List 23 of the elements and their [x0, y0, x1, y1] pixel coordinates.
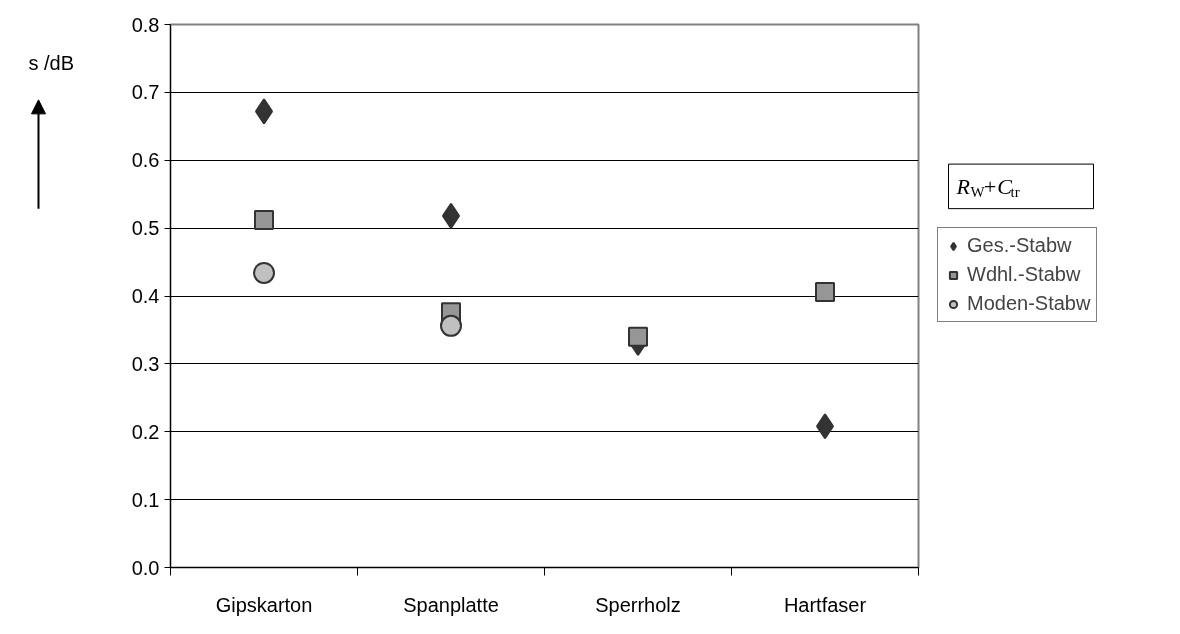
- x-tick-label: Hartfaser: [783, 593, 867, 616]
- x-tick-label: Sperrholz: [595, 593, 681, 616]
- point: [254, 209, 274, 230]
- y-tick-label: 0.0: [131, 556, 160, 579]
- y-tick-label: 0.3: [131, 352, 160, 375]
- y-tick-label: 0.2: [131, 420, 160, 443]
- y-axis-title: s /dB: [28, 52, 75, 75]
- y-tick-label: 0.5: [131, 217, 160, 240]
- x-tick-label: Spanplatte: [403, 593, 499, 616]
- point: [628, 326, 648, 347]
- legend-label: Wdhl.-Stabw: [967, 263, 1081, 286]
- legend-label: Moden-Stabw: [967, 292, 1091, 315]
- text: RW+Ctr: [955, 173, 1020, 200]
- y-tick-label: 0.7: [131, 81, 160, 104]
- point: [815, 281, 835, 302]
- y-tick-label: 0.4: [131, 285, 160, 307]
- legend-label: Ges.-Stabw: [967, 234, 1072, 257]
- y-tick-label: 0.1: [131, 488, 160, 511]
- y-tick-label: 0.6: [131, 149, 160, 172]
- y-tick-label: 0.8: [131, 13, 160, 36]
- x-tick-label: Gipskarton: [215, 593, 313, 616]
- point: [440, 314, 462, 337]
- point: [253, 261, 275, 284]
